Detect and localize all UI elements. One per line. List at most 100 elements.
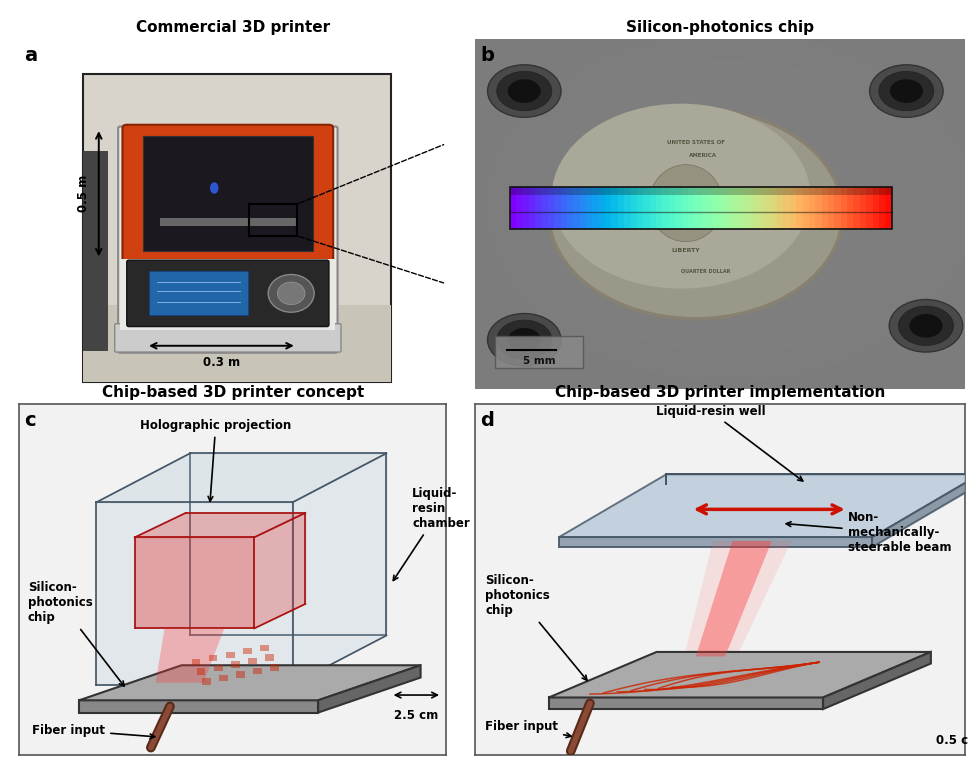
Circle shape bbox=[496, 72, 551, 111]
Polygon shape bbox=[808, 187, 814, 195]
Polygon shape bbox=[135, 537, 254, 628]
Polygon shape bbox=[668, 187, 674, 195]
Polygon shape bbox=[79, 700, 318, 712]
Polygon shape bbox=[674, 195, 681, 229]
Polygon shape bbox=[846, 187, 853, 195]
Polygon shape bbox=[630, 195, 637, 229]
Polygon shape bbox=[694, 195, 700, 229]
Polygon shape bbox=[637, 187, 642, 195]
Polygon shape bbox=[547, 187, 553, 195]
Polygon shape bbox=[135, 513, 305, 537]
Polygon shape bbox=[823, 652, 930, 709]
Bar bbox=[270, 665, 279, 671]
Polygon shape bbox=[846, 195, 853, 229]
Bar bbox=[243, 648, 251, 654]
Polygon shape bbox=[796, 187, 801, 195]
Circle shape bbox=[869, 65, 942, 117]
Circle shape bbox=[548, 109, 842, 319]
Text: 5 mm: 5 mm bbox=[522, 356, 554, 366]
Polygon shape bbox=[516, 195, 521, 229]
Polygon shape bbox=[801, 187, 808, 195]
Polygon shape bbox=[859, 195, 865, 229]
Polygon shape bbox=[579, 195, 585, 229]
Polygon shape bbox=[681, 187, 687, 195]
Circle shape bbox=[523, 59, 935, 354]
Polygon shape bbox=[566, 187, 573, 195]
Polygon shape bbox=[642, 187, 649, 195]
Text: Silicon-
photonics
chip: Silicon- photonics chip bbox=[28, 581, 124, 686]
Polygon shape bbox=[662, 195, 668, 229]
Bar bbox=[494, 336, 582, 368]
Polygon shape bbox=[821, 187, 828, 195]
Polygon shape bbox=[79, 665, 421, 700]
Polygon shape bbox=[712, 195, 719, 229]
Polygon shape bbox=[617, 187, 624, 195]
FancyBboxPatch shape bbox=[127, 260, 328, 326]
Circle shape bbox=[641, 143, 817, 270]
Polygon shape bbox=[878, 195, 885, 229]
Polygon shape bbox=[726, 187, 732, 195]
Polygon shape bbox=[706, 195, 712, 229]
Polygon shape bbox=[630, 187, 637, 195]
Polygon shape bbox=[732, 187, 738, 195]
Text: c: c bbox=[23, 411, 35, 430]
Polygon shape bbox=[770, 187, 776, 195]
Polygon shape bbox=[548, 698, 823, 709]
Polygon shape bbox=[592, 187, 598, 195]
Bar bbox=[208, 655, 217, 661]
Polygon shape bbox=[821, 195, 828, 229]
Polygon shape bbox=[783, 195, 789, 229]
Bar bbox=[260, 644, 268, 651]
Polygon shape bbox=[700, 187, 706, 195]
Bar bbox=[253, 668, 262, 674]
Title: Silicon-photonics chip: Silicon-photonics chip bbox=[626, 19, 813, 35]
Text: d: d bbox=[480, 411, 493, 430]
Polygon shape bbox=[726, 195, 732, 229]
Polygon shape bbox=[585, 195, 592, 229]
Circle shape bbox=[507, 79, 541, 103]
Polygon shape bbox=[694, 187, 700, 195]
Circle shape bbox=[551, 104, 809, 289]
Polygon shape bbox=[560, 187, 566, 195]
Polygon shape bbox=[687, 195, 694, 229]
Polygon shape bbox=[558, 537, 871, 547]
Text: LIBERTY: LIBERTY bbox=[671, 248, 700, 253]
Polygon shape bbox=[592, 195, 598, 229]
Polygon shape bbox=[828, 195, 833, 229]
Polygon shape bbox=[293, 454, 386, 685]
Polygon shape bbox=[719, 195, 726, 229]
Polygon shape bbox=[878, 187, 885, 195]
Polygon shape bbox=[833, 195, 840, 229]
Polygon shape bbox=[605, 195, 610, 229]
Polygon shape bbox=[865, 195, 872, 229]
Polygon shape bbox=[695, 541, 771, 657]
Polygon shape bbox=[872, 195, 878, 229]
Circle shape bbox=[507, 328, 541, 352]
Ellipse shape bbox=[648, 165, 722, 242]
FancyBboxPatch shape bbox=[114, 323, 341, 352]
Circle shape bbox=[897, 306, 953, 346]
Text: 0.5 m: 0.5 m bbox=[78, 175, 90, 213]
Bar bbox=[142, 136, 312, 252]
Polygon shape bbox=[254, 513, 305, 628]
Polygon shape bbox=[528, 195, 535, 229]
Bar bbox=[120, 259, 335, 330]
Polygon shape bbox=[808, 195, 814, 229]
Polygon shape bbox=[610, 195, 617, 229]
Polygon shape bbox=[871, 474, 969, 547]
Polygon shape bbox=[655, 187, 662, 195]
Polygon shape bbox=[605, 187, 610, 195]
Polygon shape bbox=[566, 195, 573, 229]
Polygon shape bbox=[674, 187, 681, 195]
Polygon shape bbox=[573, 195, 579, 229]
Polygon shape bbox=[853, 187, 859, 195]
Polygon shape bbox=[541, 195, 547, 229]
Polygon shape bbox=[624, 195, 630, 229]
FancyBboxPatch shape bbox=[122, 125, 333, 263]
FancyBboxPatch shape bbox=[118, 126, 337, 353]
Bar bbox=[192, 658, 201, 665]
Bar bbox=[148, 271, 247, 316]
Polygon shape bbox=[840, 195, 846, 229]
Polygon shape bbox=[751, 195, 757, 229]
Bar bbox=[226, 651, 234, 658]
